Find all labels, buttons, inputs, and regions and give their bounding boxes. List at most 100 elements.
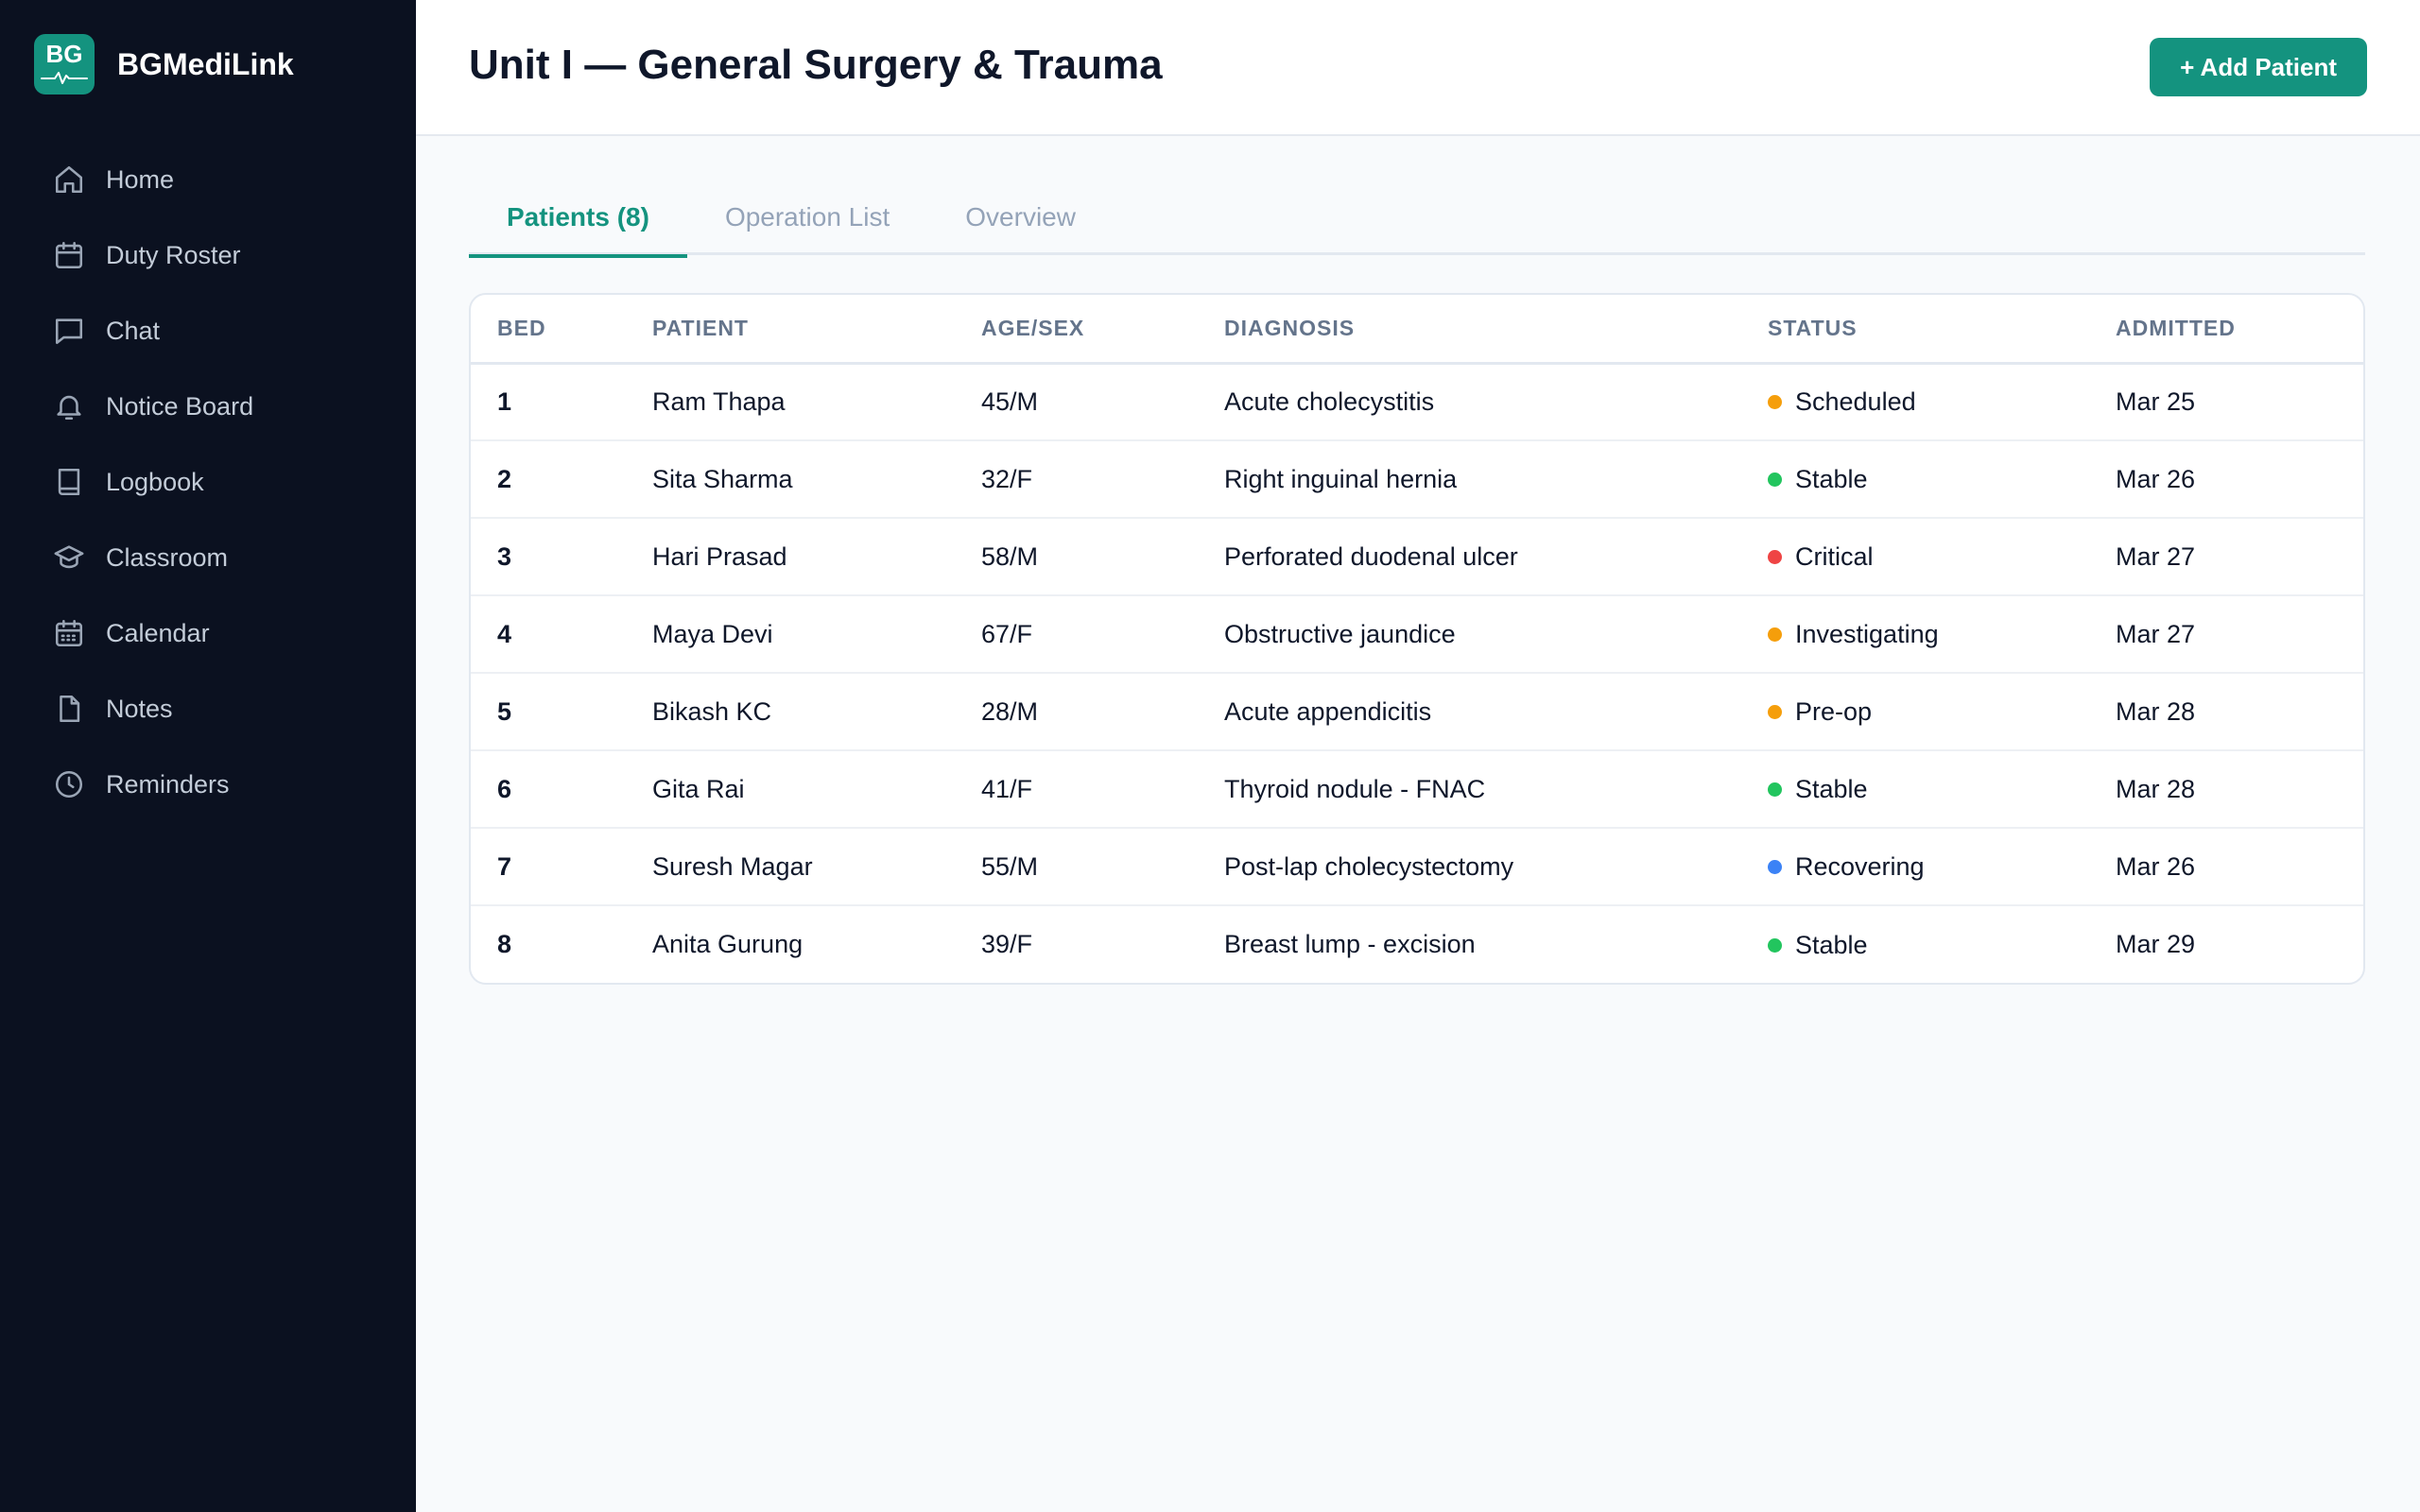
cell-bed: 4 (471, 595, 626, 674)
patients-table-card: BED PATIENT AGE/SEX DIAGNOSIS STATUS ADM… (469, 293, 2365, 985)
cell-status: Recovering (1741, 828, 2089, 906)
status-label: Scheduled (1795, 387, 1916, 417)
column-header-status[interactable]: STATUS (1741, 295, 2089, 365)
table-row[interactable]: 6 Gita Rai 41/F Thyroid nodule - FNAC Stable… (471, 750, 2363, 829)
table-row[interactable]: 4 Maya Devi 67/F Obstructive jaundice Invest… (471, 595, 2363, 674)
status-badge: Recovering (1768, 852, 1925, 882)
page-header: Unit I — General Surgery & Trauma + Add … (416, 0, 2420, 136)
cell-age-sex: 39/F (981, 930, 1033, 958)
status-badge: Critical (1768, 542, 1874, 572)
brand-logo: BG (34, 34, 95, 94)
table-row[interactable]: 3 Hari Prasad 58/M Perforated duodenal ulce… (471, 518, 2363, 596)
sidebar-item-duty-roster[interactable]: Duty Roster (0, 217, 416, 293)
sidebar-item-notes[interactable]: Notes (0, 671, 416, 747)
cell-patient: Anita Gurung (652, 930, 804, 958)
tab-overview[interactable]: Overview (965, 202, 1076, 232)
cell-status: Scheduled (1741, 363, 2089, 441)
cell-bed: 1 (471, 363, 626, 441)
cell-diagnosis: Right inguinal hernia (1198, 440, 1741, 519)
status-label: Stable (1795, 775, 1868, 803)
status-badge: Stable (1768, 931, 1868, 960)
table-row[interactable]: 5 Bikash KC 28/M Acute appendicitis Pre-op Ma… (471, 673, 2363, 751)
sidebar-item-logbook[interactable]: Logbook (0, 444, 416, 520)
sidebar-item-label: Duty Roster (106, 240, 241, 269)
sidebar-item-calendar[interactable]: Calendar (0, 595, 416, 671)
cell-admitted: Mar 25 (2089, 363, 2363, 441)
chat-icon (55, 318, 83, 345)
sidebar-item-label: Reminders (106, 769, 230, 799)
clock-icon (55, 770, 83, 799)
column-header-diagnosis[interactable]: DIAGNOSIS (1198, 295, 1741, 365)
status-dot-icon (1768, 937, 1782, 953)
bell-icon (57, 395, 81, 421)
status-dot-icon (1768, 550, 1782, 564)
status-dot-icon (1768, 705, 1782, 719)
cell-diagnosis: Obstructive jaundice (1198, 595, 1741, 674)
book-icon (58, 468, 80, 496)
cell-admitted: Mar 28 (2089, 673, 2363, 751)
status-dot-icon (1768, 395, 1782, 410)
sidebar-item-chat[interactable]: Chat (0, 293, 416, 369)
sidebar-item-label: Chat (106, 316, 161, 345)
cell-age-sex: 58/M (955, 518, 1198, 596)
cell-bed: 3 (471, 518, 626, 596)
status-badge: Scheduled (1768, 387, 1916, 417)
cell-age-sex: 67/F (955, 595, 1198, 674)
cell-admitted: Mar 28 (2089, 750, 2363, 829)
table-body: 1 Ram Thapa 45/M Acute cholecystitis Schedul… (471, 363, 2363, 983)
cell-admitted: Mar 27 (2089, 518, 2363, 596)
sidebar-item-label: Notes (106, 694, 173, 723)
cell-age-sex: 45/M (955, 363, 1198, 441)
table-row[interactable]: 1 Ram Thapa 45/M Acute cholecystitis Schedul… (471, 363, 2363, 441)
brand-name: BGMediLink (117, 46, 294, 81)
table-row[interactable]: 7 Suresh Magar 55/M Post-lap cholecystectom… (471, 828, 2363, 906)
cell-bed: 2 (471, 440, 626, 519)
cell-admitted: Mar 27 (2089, 595, 2363, 674)
table-row[interactable]: 2 Sita Sharma 32/F Right inguinal hernia Sta… (471, 440, 2363, 519)
cell-patient: Bikash KC (626, 673, 955, 751)
calendar-grid-icon (55, 619, 83, 647)
cell-patient: Sita Sharma (626, 440, 955, 519)
calendar-icon (55, 241, 83, 269)
column-header-bed[interactable]: BED (471, 295, 626, 365)
cell-patient: Suresh Magar (626, 828, 955, 906)
table-row[interactable]: 8 Anita Gurung 39/F Breast lump - excision S… (471, 905, 2363, 983)
cell-age-sex: 55/M (955, 828, 1198, 906)
status-label: Critical (1795, 542, 1874, 571)
cell-bed: 5 (471, 673, 626, 751)
sidebar-item-classroom[interactable]: Classroom (0, 520, 416, 595)
cell-diagnosis: Acute cholecystitis (1198, 363, 1741, 441)
cell-patient: Ram Thapa (626, 363, 955, 441)
sidebar-item-reminders[interactable]: Reminders (0, 747, 416, 822)
sidebar-item-notice-board[interactable]: Notice Board (0, 369, 416, 444)
patients-table: BED PATIENT AGE/SEX DIAGNOSIS STATUS ADM… (471, 295, 2363, 983)
cell-patient: Hari Prasad (626, 518, 955, 596)
sidebar-item-label: Notice Board (106, 391, 254, 421)
brand-logo-text: BG (45, 40, 83, 68)
cell-admitted: Mar 26 (2089, 440, 2363, 519)
cell-status: Investigating (1741, 595, 2089, 674)
column-header-age-sex[interactable]: AGE/SEX (955, 295, 1198, 365)
sidebar-item-label: Logbook (106, 467, 204, 496)
cell-diagnosis: Breast lump - excision (1224, 930, 1476, 958)
table-header-row: BED PATIENT AGE/SEX DIAGNOSIS STATUS ADM… (471, 295, 2363, 365)
add-patient-button[interactable]: + Add Patient (2150, 38, 2367, 96)
status-label: Recovering (1795, 852, 1925, 881)
cell-status: Pre-op (1741, 673, 2089, 751)
tab-patients[interactable]: Patients (8) (469, 189, 687, 258)
status-badge: Pre-op (1768, 697, 1872, 727)
cell-diagnosis: Perforated duodenal ulcer (1198, 518, 1741, 596)
sidebar-item-label: Classroom (106, 542, 229, 572)
cell-age-sex: 28/M (955, 673, 1198, 751)
status-badge: Stable (1768, 465, 1868, 494)
cell-patient: Maya Devi (626, 595, 955, 674)
cell-patient: Gita Rai (626, 750, 955, 829)
sidebar-item-home[interactable]: Home (0, 142, 416, 217)
tab-operation-list[interactable]: Operation List (724, 202, 890, 232)
cell-diagnosis: Acute appendicitis (1198, 673, 1741, 751)
graduation-cap-icon (54, 545, 84, 569)
column-header-admitted[interactable]: ADMITTED (2089, 295, 2363, 365)
brand[interactable]: BG BGMediLink (34, 34, 294, 94)
column-header-patient[interactable]: PATIENT (626, 295, 955, 365)
